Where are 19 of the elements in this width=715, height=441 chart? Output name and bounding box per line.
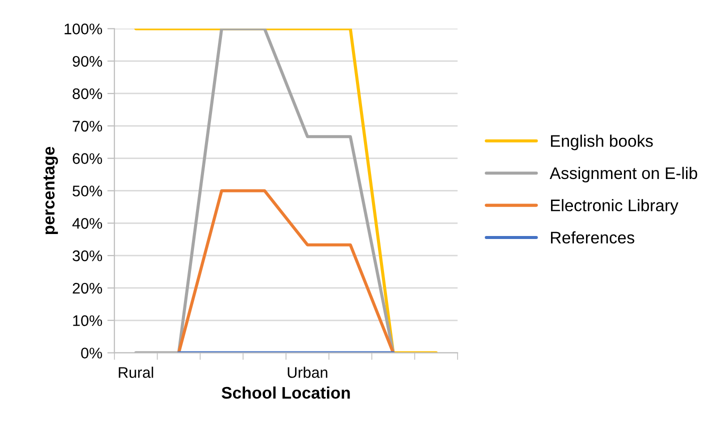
y-tick-label: 60% xyxy=(72,153,102,164)
y-tick-label: 90% xyxy=(72,56,102,67)
y-tick-label: 10% xyxy=(73,315,102,326)
legend-label: English books xyxy=(551,134,653,150)
y-axis-title: percentage xyxy=(44,146,58,234)
y-tick-label: 30% xyxy=(72,250,102,262)
y-tick-label: 0% xyxy=(81,348,102,358)
x-tick-label: Urban xyxy=(288,366,328,378)
y-tick-label: 70% xyxy=(72,120,102,132)
legend-label: Assignment on E-lib xyxy=(550,166,698,182)
legend-label: References xyxy=(551,231,634,244)
legend-label: Electronic Library xyxy=(551,199,678,215)
x-axis-title: School Location xyxy=(222,386,350,399)
x-tick-label: Rural xyxy=(118,366,154,378)
y-tick-label: 40% xyxy=(72,218,102,229)
y-tick-label: 20% xyxy=(72,282,102,294)
y-tick-label: 50% xyxy=(72,186,102,196)
y-tick-label: 100% xyxy=(64,24,102,34)
y-tick-label: 80% xyxy=(72,88,102,100)
